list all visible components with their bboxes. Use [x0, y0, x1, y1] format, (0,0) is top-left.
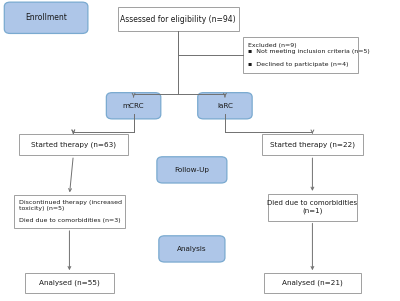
FancyBboxPatch shape: [157, 157, 227, 183]
Text: laRC: laRC: [217, 103, 233, 109]
FancyBboxPatch shape: [4, 2, 88, 33]
FancyBboxPatch shape: [19, 134, 128, 155]
FancyBboxPatch shape: [268, 194, 357, 221]
FancyBboxPatch shape: [159, 236, 225, 262]
FancyBboxPatch shape: [244, 37, 358, 73]
Text: mCRC: mCRC: [123, 103, 144, 109]
FancyBboxPatch shape: [198, 93, 252, 119]
Text: Started therapy (n=22): Started therapy (n=22): [270, 141, 355, 148]
Text: Analysed (n=21): Analysed (n=21): [282, 280, 343, 287]
FancyBboxPatch shape: [118, 7, 238, 31]
FancyBboxPatch shape: [14, 195, 125, 228]
Text: Enrollment: Enrollment: [25, 13, 67, 22]
Text: Excluded (n=9)
▪  Not meeting inclusion criteria (n=5)

▪  Declined to participa: Excluded (n=9) ▪ Not meeting inclusion c…: [248, 43, 370, 67]
Text: Analysed (n=55): Analysed (n=55): [39, 280, 100, 287]
Text: Started therapy (n=63): Started therapy (n=63): [31, 141, 116, 148]
FancyBboxPatch shape: [106, 93, 161, 119]
Text: Assessed for eligibility (n=94): Assessed for eligibility (n=94): [120, 15, 236, 24]
Text: Died due to comorbidities
(n=1): Died due to comorbidities (n=1): [267, 200, 358, 214]
FancyBboxPatch shape: [264, 273, 361, 293]
Text: Analysis: Analysis: [177, 246, 207, 252]
FancyBboxPatch shape: [262, 134, 363, 155]
FancyBboxPatch shape: [25, 273, 114, 293]
Text: Discontinued therapy (increased
toxicity) (n=5)

Died due to comorbidities (n=3): Discontinued therapy (increased toxicity…: [19, 200, 122, 223]
Text: Follow-Up: Follow-Up: [174, 167, 209, 173]
